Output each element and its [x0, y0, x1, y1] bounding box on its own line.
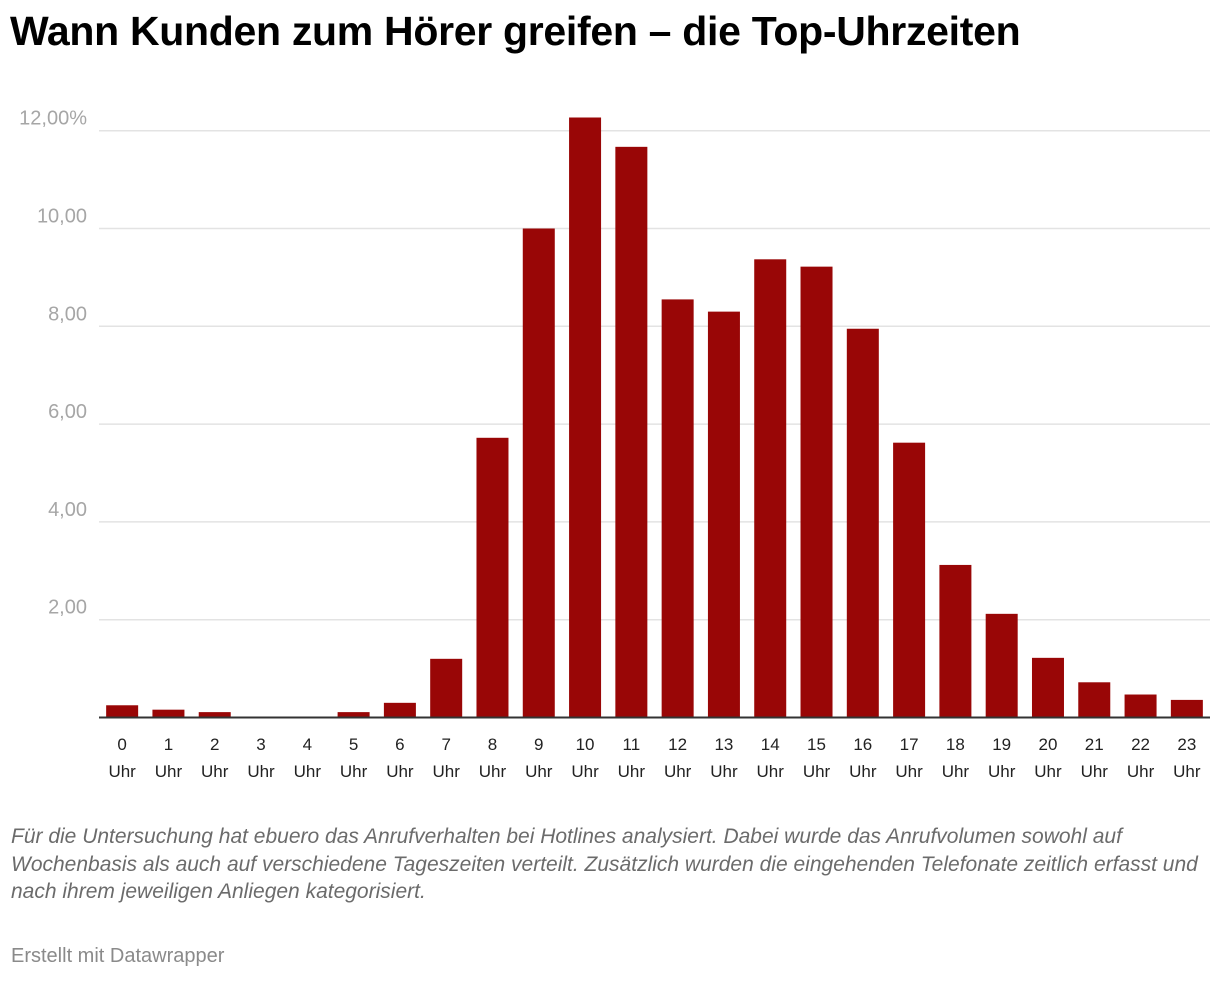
bar	[615, 146, 648, 718]
x-tick-label: 6 Uhr	[386, 735, 414, 781]
x-tick-label: 10 Uhr	[571, 735, 599, 781]
x-tick-label: 1 Uhr	[155, 735, 183, 781]
x-tick-label: 13 Uhr	[710, 735, 738, 781]
bar	[1078, 682, 1111, 718]
bar	[985, 613, 1018, 718]
x-tick-label: 15 Uhr	[803, 735, 831, 781]
bar	[1170, 699, 1203, 718]
x-tick-label: 2 Uhr	[201, 735, 229, 781]
bar	[846, 328, 879, 718]
x-tick-label: 11 Uhr	[618, 735, 646, 781]
bar	[152, 709, 185, 718]
bar	[1124, 694, 1157, 718]
bar	[939, 564, 972, 718]
bar	[707, 311, 740, 718]
bar	[522, 228, 555, 718]
x-tick-label: 21 Uhr	[1081, 735, 1109, 781]
x-tick-label: 18 Uhr	[942, 735, 970, 781]
bar	[476, 437, 509, 718]
bar	[754, 259, 787, 718]
y-tick-label: 12,00%	[19, 108, 87, 130]
y-tick-label: 8,00	[48, 303, 87, 325]
y-tick-label: 4,00	[48, 499, 87, 521]
bar	[198, 712, 231, 718]
x-tick-label: 7 Uhr	[432, 735, 460, 781]
x-tick-label: 17 Uhr	[895, 735, 923, 781]
x-axis-ticks: 0 Uhr 1 Uhr 2 Uhr 3 Uhr 4 Uhr 5 Uhr 6 Uhr 7 Uhr 8 Uhr 9 Uhr…	[108, 735, 1200, 781]
x-tick-label: 20 Uhr	[1034, 735, 1062, 781]
bar-chart: 2,00 4,00 6,00 8,00 10,00 12,00% 0 Uhr 1 Uhr 2 Uhr…	[19, 108, 1210, 781]
x-tick-label: 14 Uhr	[757, 735, 785, 781]
bar	[430, 658, 463, 718]
chart-title: Wann Kunden zum Hörer greifen – die Top-…	[10, 8, 1021, 54]
bar	[800, 266, 833, 718]
bar	[1031, 657, 1064, 718]
bar	[337, 712, 370, 718]
bar	[106, 705, 139, 718]
y-tick-label: 10,00	[37, 206, 87, 228]
bar	[893, 442, 926, 718]
y-axis-ticks: 2,00 4,00 6,00 8,00 10,00 12,00%	[19, 108, 87, 619]
x-tick-label: 0 Uhr	[108, 735, 136, 781]
x-tick-label: 9 Uhr	[525, 735, 553, 781]
bar	[661, 299, 694, 718]
bars	[106, 117, 1203, 718]
x-tick-label: 19 Uhr	[988, 735, 1016, 781]
gridlines	[99, 129, 1210, 621]
x-tick-label: 16 Uhr	[849, 735, 877, 781]
chart-notes: Für die Untersuchung hat ebuero das Anru…	[11, 825, 1198, 903]
x-tick-label: 12 Uhr	[664, 735, 692, 781]
x-tick-label: 3 Uhr	[247, 735, 275, 781]
x-tick-label: 5 Uhr	[340, 735, 368, 781]
credit-line: Erstellt mit Datawrapper	[11, 945, 225, 967]
x-tick-label: 23 Uhr	[1173, 735, 1201, 781]
y-tick-label: 6,00	[48, 401, 87, 423]
x-tick-label: 22 Uhr	[1127, 735, 1155, 781]
y-tick-label: 2,00	[48, 597, 87, 619]
bar	[569, 117, 602, 718]
x-tick-label: 4 Uhr	[294, 735, 322, 781]
bar	[383, 702, 416, 718]
x-tick-label: 8 Uhr	[479, 735, 507, 781]
